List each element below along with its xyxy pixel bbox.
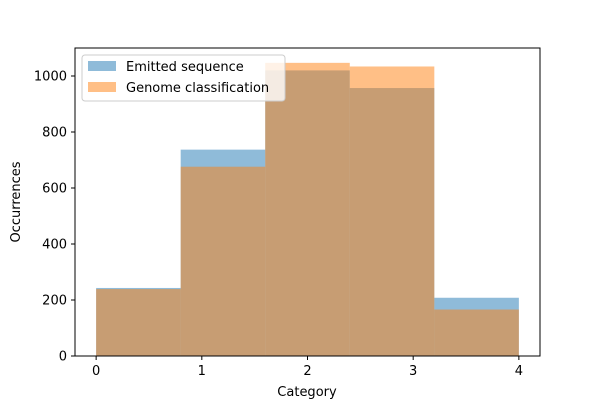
x-tick-label: 0	[92, 364, 100, 379]
x-tick-label: 3	[409, 364, 417, 379]
y-tick-label: 1000	[34, 70, 67, 85]
y-axis-label: Occurrences	[9, 161, 24, 242]
legend-swatch-emitted-sequence	[88, 61, 116, 71]
bar-series-1-bin-4	[434, 309, 519, 356]
y-tick-label: 200	[42, 294, 67, 309]
legend: Emitted sequence Genome classification	[81, 54, 286, 102]
x-tick-label: 4	[515, 364, 523, 379]
bar-series-1-bin-0	[96, 289, 181, 356]
y-tick-label: 400	[42, 238, 67, 253]
legend-swatch-genome-classification	[88, 82, 116, 92]
y-tick-label: 600	[42, 182, 67, 197]
y-axis-ticks: 0 200 400 600 800 1000	[34, 70, 75, 365]
bar-series-1-bin-1	[180, 166, 266, 356]
x-axis-ticks: 0 1 2 3 4	[92, 356, 523, 379]
legend-label-emitted-sequence: Emitted sequence	[126, 60, 244, 75]
bar-series-1-bin-2	[265, 62, 350, 357]
bar-series-1-bin-3	[349, 66, 435, 356]
y-tick-label: 0	[59, 350, 67, 365]
x-axis-label: Category	[277, 385, 337, 400]
x-tick-label: 1	[198, 364, 206, 379]
legend-label-genome-classification: Genome classification	[126, 81, 269, 96]
bars-layer	[96, 62, 519, 357]
y-tick-label: 800	[42, 126, 67, 141]
x-tick-label: 2	[303, 364, 311, 379]
legend-box	[81, 54, 286, 102]
